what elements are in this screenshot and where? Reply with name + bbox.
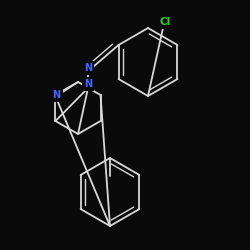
Text: N: N (84, 79, 92, 89)
Text: Cl: Cl (160, 17, 170, 27)
Text: N: N (84, 63, 92, 73)
Text: N: N (52, 90, 60, 100)
